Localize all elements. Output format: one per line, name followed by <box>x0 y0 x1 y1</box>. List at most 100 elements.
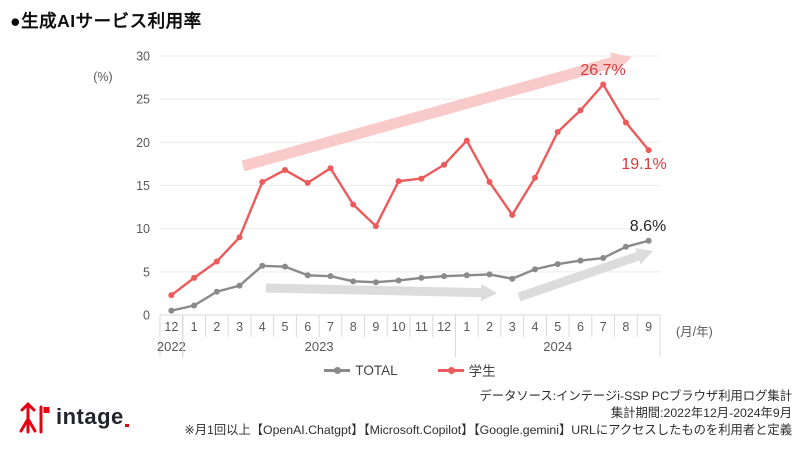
data-point <box>509 211 516 218</box>
students-line-marker-icon <box>437 366 464 374</box>
student-upward-trend-arrow-head <box>609 52 632 73</box>
data-point <box>372 223 379 230</box>
data-point <box>645 147 652 154</box>
intage-logo-mark-icon <box>19 402 50 434</box>
data-point <box>259 262 266 269</box>
data-point <box>213 258 220 265</box>
period-note: 集計期間:2022年12月-2024年9月 <box>610 406 792 421</box>
data-point <box>191 302 198 309</box>
value-annotation: 8.6% <box>630 218 666 235</box>
year-label: 2024 <box>543 339 572 354</box>
legend-item-total: TOTAL <box>324 362 398 378</box>
legend-label-students: 学生 <box>468 364 496 379</box>
total-flat-trend-arrow <box>265 283 482 298</box>
month-label: 11 <box>415 320 428 334</box>
year-label: 2022 <box>157 339 186 354</box>
month-label: 1 <box>463 320 470 334</box>
data-point <box>282 166 288 173</box>
month-label: 5 <box>554 320 561 334</box>
value-annotation: 26.7% <box>580 62 625 79</box>
data-point <box>532 174 538 181</box>
month-label: 3 <box>509 320 516 334</box>
y-tick-label: 25 <box>136 93 150 107</box>
month-label: 2 <box>213 320 220 334</box>
intage-logo-text: intage <box>56 404 129 430</box>
month-label: 6 <box>577 320 584 334</box>
value-annotation: 19.1% <box>621 156 666 173</box>
data-point <box>600 255 607 262</box>
data-point <box>282 263 288 270</box>
data-point <box>554 261 561 268</box>
month-label: 6 <box>304 320 311 334</box>
data-point <box>463 272 470 279</box>
y-tick-label: 0 <box>143 309 150 323</box>
y-axis-unit-label: (%) <box>93 70 112 84</box>
month-label: 1 <box>191 320 198 334</box>
data-point <box>191 274 198 281</box>
total-upward-trend-arrow-head <box>635 248 653 265</box>
legend-label-total: TOTAL <box>355 362 398 378</box>
month-label: 8 <box>350 320 357 334</box>
data-point <box>577 107 584 114</box>
data-point <box>622 119 629 126</box>
data-point <box>554 128 561 135</box>
data-point <box>441 161 448 168</box>
month-label: 7 <box>327 320 334 334</box>
data-point <box>213 288 220 295</box>
data-point <box>418 175 425 182</box>
data-point <box>395 178 402 185</box>
data-point <box>395 277 402 284</box>
data-point <box>509 275 516 282</box>
data-point <box>259 179 266 186</box>
y-tick-label: 10 <box>136 222 150 236</box>
y-tick-label: 15 <box>136 179 150 193</box>
data-point <box>532 266 538 273</box>
data-point <box>304 179 311 186</box>
month-label: 3 <box>236 320 243 334</box>
month-label: 2 <box>486 320 493 334</box>
total-line-marker-icon <box>324 366 351 374</box>
legend-item-students: 学生 <box>437 360 496 380</box>
data-point <box>600 81 607 88</box>
total-flat-trend-arrow-head <box>480 284 497 302</box>
month-label: 8 <box>622 320 629 334</box>
data-point <box>645 237 652 244</box>
data-point <box>486 271 493 278</box>
data-point <box>463 137 470 144</box>
data-point <box>327 273 334 280</box>
data-point <box>350 201 357 208</box>
month-label: 7 <box>600 320 607 334</box>
definition-note: ※月1回以上【OpenAI.Chatgpt】【Microsoft.Copilot… <box>184 423 792 438</box>
data-point <box>168 307 175 314</box>
data-point <box>577 257 584 264</box>
y-tick-label: 20 <box>136 136 150 150</box>
data-point <box>622 243 629 250</box>
chart-title: ●生成AIサービス利用率 <box>10 11 202 31</box>
month-label: 12 <box>437 320 451 334</box>
chart-legend: TOTAL 学生 <box>160 358 660 382</box>
month-label: 5 <box>282 320 289 334</box>
series-line-students <box>170 83 650 297</box>
month-label: 12 <box>164 320 178 334</box>
total-upward-trend-arrow <box>517 251 640 302</box>
data-point <box>327 165 334 172</box>
month-label: 10 <box>392 320 406 334</box>
series-line-total <box>171 239 649 312</box>
month-label: 4 <box>532 320 539 334</box>
data-point <box>486 179 493 186</box>
data-point <box>236 282 243 289</box>
intage-logo: intage <box>16 399 129 435</box>
data-point <box>418 274 425 281</box>
data-point <box>350 278 357 285</box>
month-label: 4 <box>259 320 266 334</box>
student-upward-trend-arrow <box>241 57 615 172</box>
data-point <box>236 234 243 241</box>
data-point <box>441 273 448 280</box>
month-label: 9 <box>645 320 652 334</box>
y-tick-label: 30 <box>136 50 150 64</box>
y-tick-label: 5 <box>143 265 150 279</box>
year-label: 2023 <box>305 339 334 354</box>
logo-dot <box>125 423 129 427</box>
